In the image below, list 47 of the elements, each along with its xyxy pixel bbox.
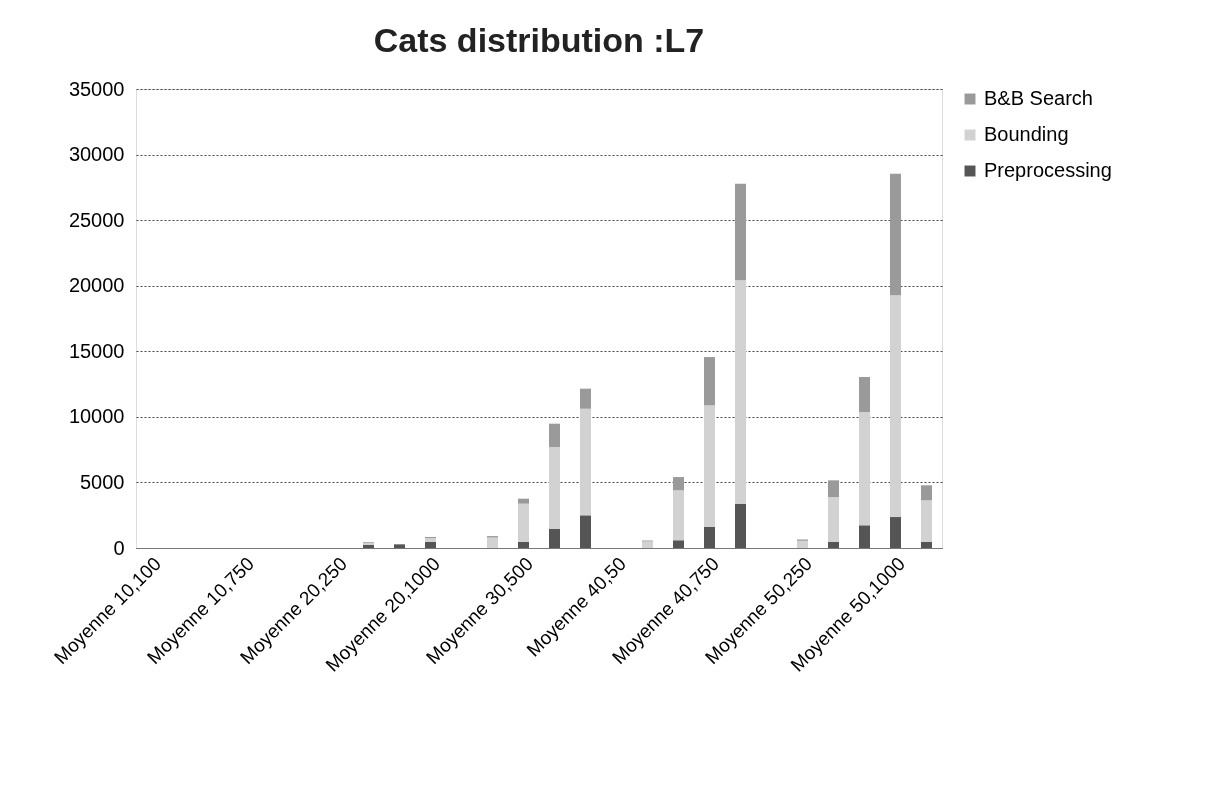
bar <box>735 503 746 548</box>
bar <box>673 540 684 548</box>
bar <box>890 173 901 296</box>
bar <box>518 541 529 548</box>
bar <box>704 405 715 528</box>
chart-title: Cats distribution :L7 <box>373 21 705 59</box>
y-tick-label: 25000 <box>68 208 125 231</box>
legend-label: Preprocessing <box>984 159 1112 181</box>
bar <box>642 541 653 548</box>
bar <box>518 498 529 504</box>
bar <box>859 525 870 548</box>
y-tick-label: 30000 <box>68 143 125 166</box>
bar <box>580 388 591 409</box>
bar <box>735 183 746 281</box>
bar <box>828 496 839 542</box>
bar <box>394 544 405 548</box>
bar <box>828 480 839 497</box>
legend-label: B&B Search <box>984 87 1093 109</box>
y-tick-label: 35000 <box>68 77 125 100</box>
y-tick-label: 0 <box>113 536 125 559</box>
bar <box>890 517 901 548</box>
bar <box>921 541 932 548</box>
bar <box>673 477 684 491</box>
y-tick-label: 5000 <box>80 470 125 493</box>
bar <box>425 541 436 548</box>
bar <box>549 447 560 529</box>
bar <box>580 408 591 516</box>
y-tick-label: 10000 <box>68 405 125 428</box>
bar <box>549 528 560 548</box>
bar <box>828 541 839 548</box>
bar <box>487 537 498 548</box>
bar <box>580 515 591 548</box>
bar <box>673 490 684 541</box>
bar <box>735 280 746 504</box>
bar <box>921 485 932 501</box>
bar <box>704 527 715 548</box>
y-tick-label: 20000 <box>68 274 125 297</box>
bar <box>518 503 529 542</box>
bar <box>859 376 870 412</box>
y-tick-label: 15000 <box>68 339 125 362</box>
legend-label: Bounding <box>984 123 1069 145</box>
bar <box>859 412 870 526</box>
bar <box>921 500 932 542</box>
bar <box>549 423 560 448</box>
bar <box>890 295 901 518</box>
bar <box>704 357 715 406</box>
bar <box>797 540 808 548</box>
